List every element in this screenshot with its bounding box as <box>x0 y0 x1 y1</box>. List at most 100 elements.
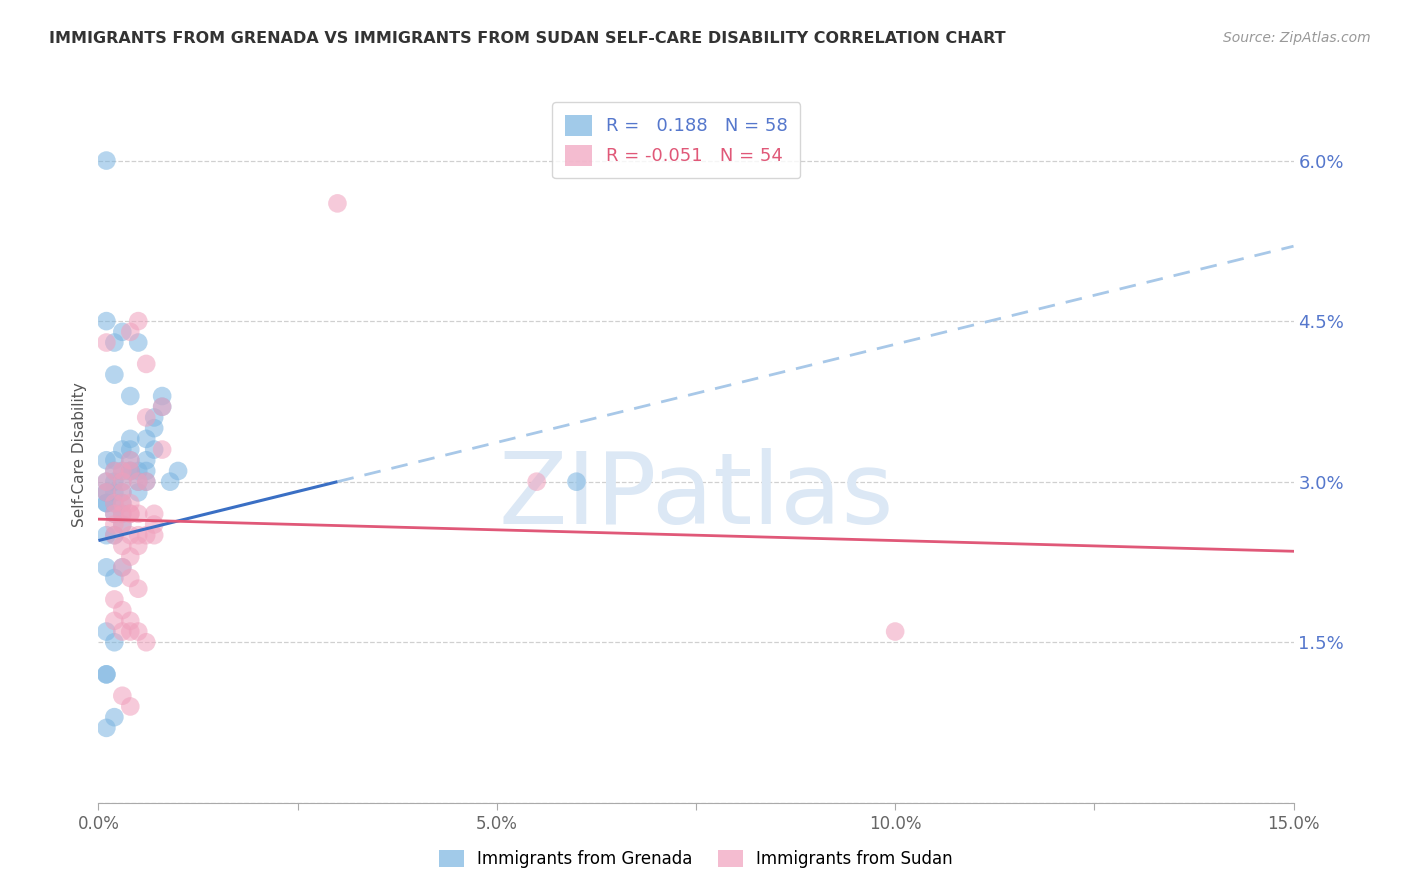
Point <box>103 517 125 532</box>
Point <box>96 153 118 168</box>
Point <box>111 507 134 521</box>
Point <box>127 624 149 639</box>
Point <box>103 335 125 350</box>
Point <box>103 475 125 489</box>
Point <box>120 325 142 339</box>
Point <box>111 517 134 532</box>
Point <box>111 464 134 478</box>
Point <box>103 528 125 542</box>
Point <box>111 475 134 489</box>
Point <box>120 464 142 478</box>
Point <box>120 442 142 457</box>
Point <box>96 624 118 639</box>
Point <box>103 507 125 521</box>
Point <box>167 464 190 478</box>
Point <box>111 603 134 617</box>
Point <box>884 624 907 639</box>
Point <box>120 453 142 467</box>
Point <box>111 496 134 510</box>
Point <box>111 485 134 500</box>
Point <box>103 507 125 521</box>
Legend: Immigrants from Grenada, Immigrants from Sudan: Immigrants from Grenada, Immigrants from… <box>433 843 959 874</box>
Point <box>111 517 134 532</box>
Point <box>111 560 134 574</box>
Point <box>127 485 149 500</box>
Text: Source: ZipAtlas.com: Source: ZipAtlas.com <box>1223 31 1371 45</box>
Point <box>120 464 142 478</box>
Point <box>103 464 125 478</box>
Point <box>96 721 118 735</box>
Point <box>143 442 166 457</box>
Point <box>96 667 118 681</box>
Point <box>143 528 166 542</box>
Point <box>120 453 142 467</box>
Point <box>103 635 125 649</box>
Point <box>103 710 125 724</box>
Point <box>120 507 142 521</box>
Point <box>111 442 134 457</box>
Point <box>143 517 166 532</box>
Point <box>135 432 157 446</box>
Point <box>565 475 588 489</box>
Point <box>120 528 142 542</box>
Point <box>103 485 125 500</box>
Point <box>120 432 142 446</box>
Point <box>127 528 149 542</box>
Point <box>127 464 149 478</box>
Point <box>103 496 125 510</box>
Point <box>120 507 142 521</box>
Point <box>96 453 118 467</box>
Point <box>135 453 157 467</box>
Point <box>127 507 149 521</box>
Point <box>96 475 118 489</box>
Point <box>96 485 118 500</box>
Point <box>135 528 157 542</box>
Point <box>143 410 166 425</box>
Point <box>120 549 142 564</box>
Point <box>96 667 118 681</box>
Point <box>111 539 134 553</box>
Point <box>96 475 118 489</box>
Text: ZIPatlas: ZIPatlas <box>498 448 894 545</box>
Point <box>135 464 157 478</box>
Point <box>111 475 134 489</box>
Point <box>120 496 142 510</box>
Point <box>127 539 149 553</box>
Point <box>111 496 134 510</box>
Point <box>120 614 142 628</box>
Point <box>127 475 149 489</box>
Point <box>120 464 142 478</box>
Point <box>96 560 118 574</box>
Point <box>526 475 548 489</box>
Point <box>120 389 142 403</box>
Point <box>150 389 173 403</box>
Point <box>135 475 157 489</box>
Point <box>111 560 134 574</box>
Point <box>96 485 118 500</box>
Point <box>120 699 142 714</box>
Text: IMMIGRANTS FROM GRENADA VS IMMIGRANTS FROM SUDAN SELF-CARE DISABILITY CORRELATIO: IMMIGRANTS FROM GRENADA VS IMMIGRANTS FR… <box>49 31 1005 46</box>
Y-axis label: Self-Care Disability: Self-Care Disability <box>72 383 87 527</box>
Point <box>127 335 149 350</box>
Point <box>111 624 134 639</box>
Point <box>103 464 125 478</box>
Point <box>150 442 173 457</box>
Point <box>111 464 134 478</box>
Point <box>143 421 166 435</box>
Point <box>96 496 118 510</box>
Point <box>143 507 166 521</box>
Point <box>96 314 118 328</box>
Point <box>120 571 142 585</box>
Point <box>96 485 118 500</box>
Point <box>96 335 118 350</box>
Point <box>150 400 173 414</box>
Point <box>150 400 173 414</box>
Point <box>326 196 349 211</box>
Point <box>135 635 157 649</box>
Point <box>111 689 134 703</box>
Point <box>103 496 125 510</box>
Point <box>120 624 142 639</box>
Point <box>103 592 125 607</box>
Point <box>103 614 125 628</box>
Point <box>103 453 125 467</box>
